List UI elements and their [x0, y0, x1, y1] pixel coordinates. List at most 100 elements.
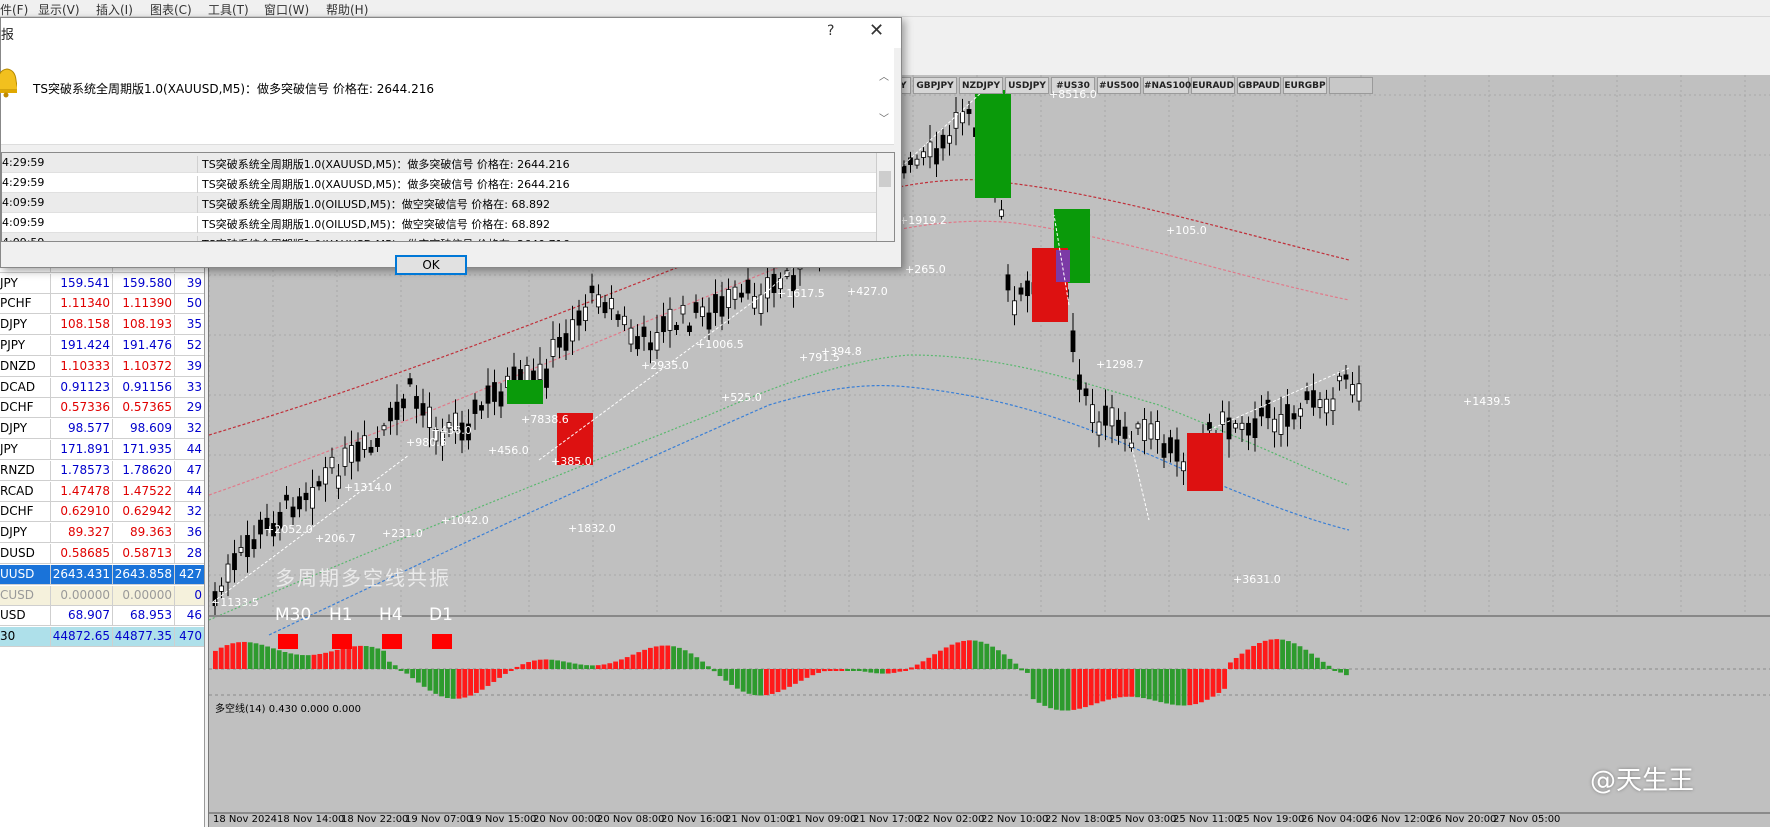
log-row[interactable]: 4:09:59 TS突破系统全周期版1.0(OILUSD,M5)：做空突破信号 价… — [2, 193, 876, 213]
histogram-bar — [862, 669, 868, 672]
profit-label: +436.0 — [431, 424, 472, 437]
log-row[interactable]: 4:29:59 TS突破系统全周期版1.0(XAUUSD,M5)：做多突破信号 价… — [2, 173, 876, 193]
menu-item[interactable]: 窗口(W) — [264, 3, 310, 17]
menu-item[interactable]: 图表(C) — [150, 3, 192, 17]
market-watch-row[interactable]: DCAD 0.91123 0.91156 33 — [0, 377, 204, 398]
histogram-bar — [1071, 669, 1077, 710]
spread-value: 52 — [186, 338, 202, 352]
histogram-bar — [508, 669, 514, 671]
symbol-tab[interactable]: GBPJPY — [913, 77, 957, 94]
menu-item[interactable]: 工具(T) — [208, 3, 249, 17]
profit-label: +1006.5 — [696, 338, 744, 351]
log-row[interactable]: 4:29:59 TS突破系统全周期版1.0(XAUUSD,M5)：做多突破信号 价… — [2, 153, 876, 173]
market-watch-row[interactable]: DJPY 89.327 89.363 36 — [0, 523, 204, 544]
histogram-bar — [891, 669, 897, 673]
histogram-bar — [920, 661, 926, 669]
market-watch-row[interactable]: DUSD 0.58685 0.58713 28 — [0, 544, 204, 564]
histogram-bar — [288, 653, 294, 669]
histogram-bar — [926, 657, 932, 669]
symbol-tab[interactable]: USDJPY — [1005, 77, 1049, 94]
candle-body — [1018, 287, 1024, 295]
time-axis-label: 20 Nov 00:00 — [533, 814, 601, 825]
market-watch-row[interactable]: JPY 159.541 159.580 39 — [0, 273, 204, 294]
symbol-tab[interactable]: EURGBP — [1283, 77, 1327, 94]
histogram-bar — [218, 647, 224, 669]
histogram-bar — [595, 665, 601, 669]
symbol-tab[interactable]: #NAS100 — [1143, 77, 1191, 94]
log-scrollbar[interactable] — [876, 153, 894, 241]
market-watch-row[interactable]: RCAD 1.47478 1.47522 44 — [0, 481, 204, 502]
market-watch-row[interactable]: PJPY 191.424 191.476 52 — [0, 336, 204, 356]
candle-body — [1135, 423, 1141, 429]
time-axis-label: 21 Nov 09:00 — [789, 814, 857, 825]
market-watch-row[interactable]: DCHF 0.57336 0.57365 29 — [0, 398, 204, 419]
histogram-bar — [537, 659, 543, 669]
histogram-bar — [1117, 669, 1123, 698]
candle-body — [1025, 280, 1030, 297]
histogram-bar — [659, 645, 665, 669]
candle-body — [732, 286, 738, 300]
histogram-bar — [532, 660, 537, 669]
scroll-up-icon[interactable]: ︿ — [879, 72, 889, 83]
histogram-bar — [294, 654, 299, 669]
histogram-bar — [1129, 669, 1135, 697]
symbol-tab[interactable] — [1329, 77, 1373, 94]
market-watch-row[interactable]: JPY 171.891 171.935 44 — [0, 440, 204, 460]
market-watch-row[interactable]: UUSD 2643.431 2643.858 427 — [0, 564, 204, 585]
histogram-bar — [1094, 669, 1100, 704]
indicator-label: 多空线(14) 0.430 0.000 0.000 — [215, 704, 361, 715]
menu-item[interactable]: 帮助(H) — [326, 3, 369, 17]
market-watch-row[interactable]: DJPY 98.577 98.609 32 — [0, 419, 204, 440]
market-watch-row[interactable]: USD 68.907 68.953 46 — [0, 606, 204, 627]
symbol-tab[interactable]: GBPAUD — [1237, 77, 1281, 94]
symbol-name: DNZD — [0, 358, 36, 373]
bid-price: 44872.65 — [52, 629, 110, 644]
histogram-bar — [1100, 669, 1106, 702]
market-watch-row[interactable]: PCHF 1.11340 1.11390 50 — [0, 294, 204, 315]
candle-body — [1168, 437, 1173, 454]
symbol-name: 30 — [0, 629, 16, 644]
histogram-bar — [555, 660, 560, 669]
column-divider — [50, 377, 51, 398]
alert-log-list[interactable]: 4:29:59 TS突破系统全周期版1.0(XAUUSD,M5)：做多突破信号 价… — [1, 152, 895, 242]
dialog-titlebar[interactable]: 报 ? ✕ — [1, 18, 901, 48]
candle-body — [641, 326, 647, 337]
menu-item[interactable]: 插入(I) — [96, 3, 133, 17]
candle-body — [1278, 414, 1284, 435]
histogram-bar — [787, 669, 792, 687]
close-button[interactable]: ✕ — [869, 20, 885, 41]
histogram-bar — [427, 669, 433, 691]
spread-value: 0 — [194, 587, 202, 602]
profit-label: +1919.2 — [899, 214, 947, 227]
candle-body — [518, 369, 523, 382]
column-divider — [174, 460, 175, 481]
menu-item[interactable]: 显示(V) — [38, 3, 80, 17]
symbol-tab[interactable]: NZDJPY — [959, 77, 1003, 94]
column-divider — [50, 356, 51, 377]
ok-button[interactable]: OK — [395, 255, 467, 275]
market-watch-row[interactable]: RNZD 1.78573 1.78620 47 — [0, 460, 204, 481]
log-row[interactable]: 4:09:59 TS突破系统全周期版1.0(OILUSD,M5)：做空突破信号 价… — [2, 213, 876, 233]
menu-item[interactable]: 件(F) — [0, 3, 29, 17]
symbol-name: DJPY — [0, 317, 28, 332]
market-watch-row[interactable]: 30 44872.65 44877.35 470 — [0, 627, 204, 648]
candle-body — [401, 398, 406, 409]
column-divider — [50, 460, 51, 481]
market-watch-row[interactable]: DCHF 0.62910 0.62942 32 — [0, 502, 204, 523]
histogram-bar — [665, 645, 671, 669]
spread-value: 29 — [186, 400, 202, 415]
candle-body — [901, 165, 907, 174]
symbol-tab[interactable]: #US500 — [1097, 77, 1141, 94]
alert-dialog[interactable]: 报 ? ✕ TS突破系统全周期版1.0(XAUUSD,M5)：做多突破信号 价格… — [0, 17, 902, 275]
market-watch-row[interactable]: CUSD 0.00000 0.00000 0 — [0, 585, 204, 606]
market-watch[interactable]: AUD1.618191.6186041CHF0.927990.9283435JP… — [0, 232, 205, 827]
log-scroll-thumb[interactable] — [879, 171, 891, 187]
help-button[interactable]: ? — [827, 23, 835, 39]
log-row[interactable]: 4:09:59 TS突破系统全周期版1.0(XAUUSD,M5)：做空突破信号 价… — [2, 233, 876, 241]
market-watch-row[interactable]: DJPY 108.158 108.193 35 — [0, 315, 204, 336]
symbol-tab[interactable]: #US30 — [1051, 77, 1095, 94]
scroll-down-icon[interactable]: ﹀ — [879, 114, 889, 125]
market-watch-row[interactable]: DNZD 1.10333 1.10372 39 — [0, 356, 204, 377]
candle-body — [349, 445, 354, 463]
symbol-tab[interactable]: EURAUD — [1191, 77, 1235, 94]
